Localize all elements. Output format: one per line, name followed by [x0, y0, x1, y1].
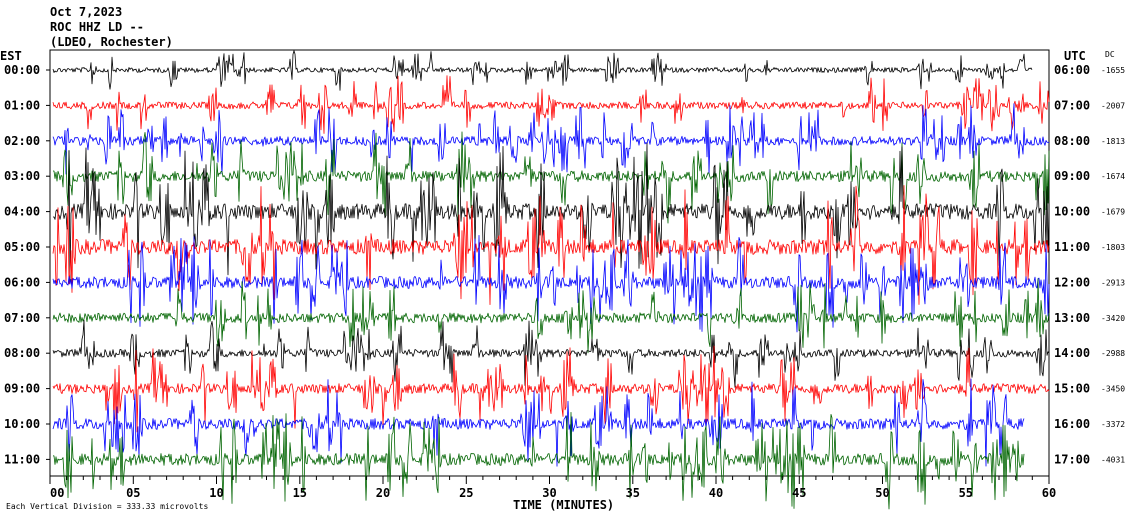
x-tick-label: 60 — [1042, 486, 1056, 500]
trace-row-0700 — [52, 278, 1050, 354]
est-label: 08:00 — [4, 346, 40, 360]
est-label: 11:00 — [4, 452, 40, 466]
dc-offset-label: -2913 — [1101, 278, 1125, 287]
trace-row-0100 — [52, 75, 1050, 134]
chart-network: (LDEO, Rochester) — [50, 35, 173, 49]
x-axis-label: TIME (MINUTES) — [513, 498, 614, 512]
est-label: 09:00 — [4, 382, 40, 396]
est-label: 04:00 — [4, 205, 40, 219]
chart-date: Oct 7,2023 — [50, 5, 122, 19]
x-tick-label: 50 — [875, 486, 889, 500]
x-tick-label: 55 — [959, 486, 973, 500]
est-label: 00:00 — [4, 63, 40, 77]
dc-offset-label: -3372 — [1101, 420, 1125, 429]
utc-label: 12:00 — [1054, 275, 1090, 289]
x-tick-label: 10 — [209, 486, 223, 500]
dc-heading: DC — [1105, 50, 1115, 59]
dc-offset-label: -1674 — [1101, 172, 1125, 181]
trace-row-0400 — [52, 142, 1050, 282]
trace-row-0500 — [52, 185, 1050, 306]
utc-label: 14:00 — [1054, 346, 1090, 360]
dc-offset-label: -3420 — [1101, 314, 1125, 323]
right-timezone-label: UTC — [1064, 49, 1086, 63]
x-tick-label: 20 — [376, 486, 390, 500]
x-tick-label: 40 — [709, 486, 723, 500]
trace-row-0200 — [52, 103, 1050, 175]
trace-row-0300 — [53, 131, 1050, 224]
x-tick-label: 45 — [792, 486, 806, 500]
utc-label: 11:00 — [1054, 240, 1090, 254]
est-label: 03:00 — [4, 169, 40, 183]
utc-label: 16:00 — [1054, 417, 1090, 431]
left-timezone-label: EST — [0, 49, 22, 63]
x-axis: 00 05 10 15 20 25 30 35 40 45 50 55 60 — [49, 476, 1056, 500]
utc-label: 13:00 — [1054, 311, 1090, 325]
x-tick-label: 35 — [626, 486, 640, 500]
dc-offset-label: -2007 — [1101, 101, 1125, 110]
dc-offset-label: -4031 — [1101, 455, 1125, 464]
utc-label: 08:00 — [1054, 134, 1090, 148]
scale-note: Each Vertical Division = 333.33 microvol… — [6, 502, 208, 511]
utc-label: 10:00 — [1054, 205, 1090, 219]
dc-offset-label: -1679 — [1101, 208, 1125, 217]
trace-row-0000 — [52, 50, 1033, 91]
x-tick-label: 30 — [542, 486, 556, 500]
x-tick-label: 05 — [126, 486, 140, 500]
x-tick-label: 25 — [459, 486, 473, 500]
dc-offset-label: -1803 — [1101, 243, 1125, 252]
est-label: 10:00 — [4, 417, 40, 431]
utc-label: 17:00 — [1054, 452, 1090, 466]
x-tick-label: 00 — [50, 486, 64, 500]
est-label: 05:00 — [4, 240, 40, 254]
trace-row-0900 — [52, 345, 1050, 433]
trace-row-0600 — [52, 234, 1050, 333]
est-label: 06:00 — [4, 275, 40, 289]
trace-row-0800 — [52, 319, 1050, 388]
x-tick-label: 15 — [293, 486, 307, 500]
utc-label: 06:00 — [1054, 63, 1090, 77]
row-label-layer: 00:00 06:00 -1655 01:00 07:00 -2007 02:00 08:00… — [4, 63, 1125, 466]
dc-offset-label: -1655 — [1101, 66, 1125, 75]
est-label: 01:00 — [4, 98, 40, 112]
dc-offset-label: -1813 — [1101, 137, 1125, 146]
trace-row-1100 — [52, 411, 1025, 510]
est-label: 07:00 — [4, 311, 40, 325]
trace-layer — [52, 50, 1050, 510]
utc-label: 07:00 — [1054, 98, 1090, 112]
dc-offset-label: -3450 — [1101, 385, 1125, 394]
utc-label: 15:00 — [1054, 382, 1090, 396]
chart-station: ROC HHZ LD -- — [50, 20, 144, 34]
dc-offset-label: -2988 — [1101, 349, 1125, 358]
utc-label: 09:00 — [1054, 169, 1090, 183]
est-label: 02:00 — [4, 134, 40, 148]
trace-row-1000 — [52, 378, 1025, 467]
